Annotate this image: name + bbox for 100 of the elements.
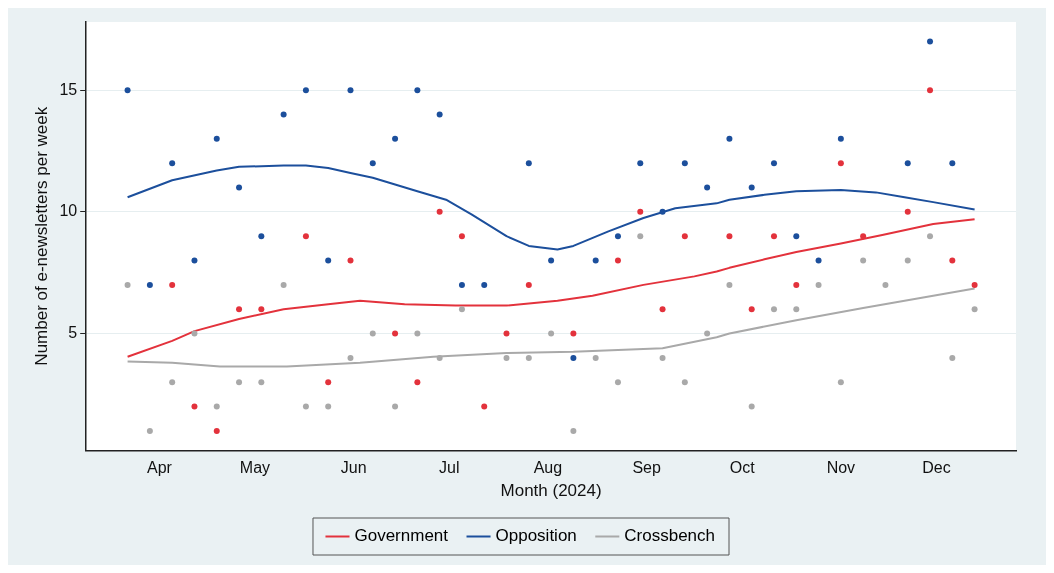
point (904, 257, 911, 264)
point (458, 281, 465, 288)
point (392, 403, 399, 410)
point (146, 427, 153, 434)
point (837, 135, 844, 142)
point (258, 233, 265, 240)
point (637, 208, 644, 215)
point (815, 281, 822, 288)
x-tick-label: Dec (922, 459, 951, 477)
point (771, 233, 777, 240)
point (570, 354, 577, 361)
point (659, 306, 666, 313)
point (525, 281, 532, 288)
point (949, 257, 956, 264)
point (436, 354, 443, 361)
point (325, 379, 332, 386)
point (927, 233, 934, 240)
point (748, 403, 755, 410)
point (704, 330, 711, 337)
point (191, 403, 198, 410)
point (726, 233, 733, 240)
x-tick-label: Aug (533, 459, 563, 477)
point (793, 306, 800, 313)
point (169, 379, 176, 386)
point (280, 111, 287, 118)
point (592, 354, 599, 361)
point (949, 160, 956, 167)
point (614, 233, 621, 240)
point (369, 160, 376, 167)
x-tick-label: Apr (146, 459, 173, 477)
point (614, 379, 621, 386)
point (971, 281, 978, 288)
point (860, 257, 867, 264)
x-tick-label: May (239, 459, 271, 477)
point (837, 379, 844, 386)
point (637, 160, 644, 167)
point (325, 403, 332, 410)
point (681, 379, 688, 386)
point (793, 233, 800, 240)
legend-label: Opposition (495, 526, 577, 546)
point (525, 160, 532, 167)
y-tick-label: 10 (59, 202, 78, 220)
point (302, 403, 309, 410)
point (458, 306, 465, 313)
point (927, 87, 934, 94)
point (325, 257, 332, 264)
point (392, 135, 399, 142)
point (548, 257, 555, 264)
point (726, 281, 733, 288)
point (280, 281, 287, 288)
point (347, 354, 354, 361)
point (525, 354, 532, 361)
point (213, 135, 220, 142)
point (236, 379, 243, 386)
point (124, 87, 131, 94)
y-tick-label: 15 (59, 80, 78, 98)
point (436, 111, 443, 118)
point (748, 184, 755, 191)
point (815, 257, 822, 264)
point (771, 160, 777, 167)
point (414, 87, 421, 94)
point (860, 233, 867, 240)
point (213, 403, 220, 410)
x-tick-label: Nov (826, 459, 856, 477)
point (436, 208, 443, 215)
point (614, 257, 621, 264)
point (191, 330, 198, 337)
y-tick-label: 5 (68, 323, 78, 341)
point (681, 233, 688, 240)
point (236, 184, 243, 191)
point (971, 306, 978, 313)
point (347, 87, 354, 94)
point (481, 281, 488, 288)
point (258, 379, 265, 386)
point (458, 233, 465, 240)
point (771, 306, 777, 313)
point (146, 281, 153, 288)
point (169, 281, 176, 288)
point (414, 379, 421, 386)
x-tick-label: Jun (340, 459, 367, 477)
legend-label: Government (354, 526, 449, 546)
point (302, 87, 309, 94)
point (726, 135, 733, 142)
point (659, 208, 666, 215)
point (570, 427, 577, 434)
point (347, 257, 354, 264)
point (503, 354, 510, 361)
point (414, 330, 421, 337)
legend-label: Crossbench (624, 526, 716, 546)
point (503, 330, 510, 337)
point (213, 427, 220, 434)
point (704, 184, 711, 191)
point (659, 354, 666, 361)
y-axis-title: Number of e-newsletters per week (31, 106, 51, 366)
point (592, 257, 599, 264)
point (949, 354, 956, 361)
point (927, 38, 934, 45)
point (904, 160, 911, 167)
point (570, 330, 577, 337)
point (748, 306, 755, 313)
